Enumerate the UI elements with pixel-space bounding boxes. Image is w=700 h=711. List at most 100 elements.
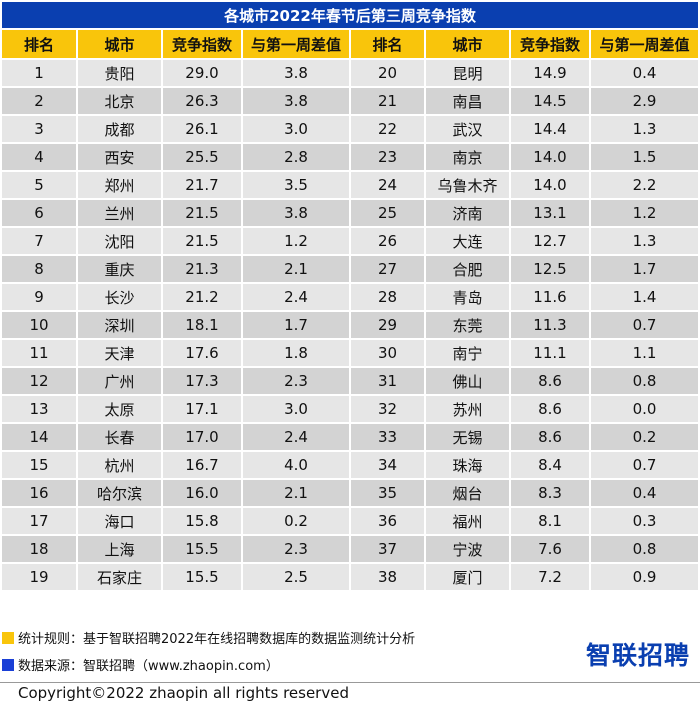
cell-diff-left: 3.5 (241, 170, 350, 199)
header-rank-left: 排名 (2, 30, 77, 59)
cell-city-right: 青岛 (424, 282, 510, 311)
cell-index-left: 15.5 (161, 562, 242, 590)
cell-city-left: 哈尔滨 (76, 478, 162, 507)
cell-rank-left: 13 (2, 394, 77, 423)
cell-city-right: 昆明 (424, 58, 510, 87)
cell-diff-left: 3.8 (241, 198, 350, 227)
stat-rule-note: 统计规则：基于智联招聘2022年在线招聘数据库的数据监测统计分析 (2, 628, 415, 647)
table-row: 10 深圳 18.1 1.7 29 东莞 11.3 0.7 (2, 310, 698, 339)
cell-index-left: 17.0 (161, 422, 242, 451)
header-diff-left: 与第一周差值 (241, 30, 350, 59)
cell-city-left: 天津 (76, 338, 162, 367)
cell-city-right: 厦门 (424, 562, 510, 590)
cell-index-right: 11.1 (509, 338, 590, 367)
cell-index-left: 26.1 (161, 114, 242, 143)
cell-diff-right: 0.7 (589, 310, 698, 339)
cell-rank-left: 1 (2, 58, 77, 87)
data-source-text: 数据来源：智联招聘（www.zhaopin.com） (18, 659, 279, 674)
cell-index-left: 26.3 (161, 86, 242, 115)
cell-index-left: 21.2 (161, 282, 242, 311)
cell-index-right: 11.6 (509, 282, 590, 311)
table-title: 各城市2022年春节后第三周竞争指数 (2, 2, 698, 28)
competition-index-table: 排名 城市 竞争指数 与第一周差值 排名 城市 竞争指数 与第一周差值 1 贵阳 2… (2, 30, 698, 590)
cell-rank-right: 30 (349, 338, 425, 367)
cell-index-right: 12.7 (509, 226, 590, 255)
cell-diff-right: 1.2 (589, 198, 698, 227)
cell-rank-left: 4 (2, 142, 77, 171)
cell-diff-right: 0.9 (589, 562, 698, 590)
cell-city-right: 珠海 (424, 450, 510, 479)
cell-diff-left: 3.8 (241, 58, 350, 87)
cell-diff-left: 2.1 (241, 478, 350, 507)
cell-index-left: 17.1 (161, 394, 242, 423)
header-row: 排名 城市 竞争指数 与第一周差值 排名 城市 竞争指数 与第一周差值 (2, 30, 698, 59)
cell-city-left: 西安 (76, 142, 162, 171)
cell-rank-left: 17 (2, 506, 77, 535)
cell-index-right: 8.6 (509, 366, 590, 395)
cell-city-left: 长春 (76, 422, 162, 451)
cell-rank-right: 37 (349, 534, 425, 563)
cell-city-left: 北京 (76, 86, 162, 115)
cell-city-right: 烟台 (424, 478, 510, 507)
table-row: 8 重庆 21.3 2.1 27 合肥 12.5 1.7 (2, 254, 698, 283)
header-diff-right: 与第一周差值 (589, 30, 698, 59)
cell-diff-right: 2.2 (589, 170, 698, 199)
cell-diff-right: 2.9 (589, 86, 698, 115)
table-row: 1 贵阳 29.0 3.8 20 昆明 14.9 0.4 (2, 58, 698, 87)
blue-square-icon (2, 658, 14, 671)
table-row: 16 哈尔滨 16.0 2.1 35 烟台 8.3 0.4 (2, 478, 698, 507)
cell-diff-left: 4.0 (241, 450, 350, 479)
cell-rank-left: 14 (2, 422, 77, 451)
cell-diff-right: 1.3 (589, 226, 698, 255)
header-index-right: 竞争指数 (509, 30, 590, 59)
cell-rank-right: 20 (349, 58, 425, 87)
cell-city-right: 宁波 (424, 534, 510, 563)
cell-index-left: 25.5 (161, 142, 242, 171)
cell-rank-right: 32 (349, 394, 425, 423)
cell-city-left: 贵阳 (76, 58, 162, 87)
cell-rank-right: 28 (349, 282, 425, 311)
cell-diff-left: 1.7 (241, 310, 350, 339)
table-row: 18 上海 15.5 2.3 37 宁波 7.6 0.8 (2, 534, 698, 563)
cell-rank-right: 34 (349, 450, 425, 479)
table-row: 14 长春 17.0 2.4 33 无锡 8.6 0.2 (2, 422, 698, 451)
cell-city-left: 上海 (76, 534, 162, 563)
cell-diff-left: 2.3 (241, 534, 350, 563)
cell-city-right: 南宁 (424, 338, 510, 367)
table-title-text: 各城市2022年春节后第三周竞争指数 (224, 6, 476, 25)
table-row: 17 海口 15.8 0.2 36 福州 8.1 0.3 (2, 506, 698, 535)
cell-diff-right: 0.2 (589, 422, 698, 451)
cell-city-left: 深圳 (76, 310, 162, 339)
table-body: 1 贵阳 29.0 3.8 20 昆明 14.9 0.4 2 北京 26.3 3.8 21 南昌 14.5 2… (2, 58, 698, 590)
cell-index-right: 8.6 (509, 394, 590, 423)
header-city-left: 城市 (76, 30, 162, 59)
cell-rank-right: 22 (349, 114, 425, 143)
table-row: 3 成都 26.1 3.0 22 武汉 14.4 1.3 (2, 114, 698, 143)
cell-rank-left: 3 (2, 114, 77, 143)
cell-diff-left: 2.4 (241, 282, 350, 311)
table-row: 2 北京 26.3 3.8 21 南昌 14.5 2.9 (2, 86, 698, 115)
cell-diff-right: 0.3 (589, 506, 698, 535)
cell-rank-right: 31 (349, 366, 425, 395)
cell-index-left: 16.7 (161, 450, 242, 479)
table-row: 4 西安 25.5 2.8 23 南京 14.0 1.5 (2, 142, 698, 171)
cell-diff-right: 0.4 (589, 58, 698, 87)
cell-diff-left: 0.2 (241, 506, 350, 535)
cell-diff-left: 2.5 (241, 562, 350, 590)
cell-diff-left: 1.2 (241, 226, 350, 255)
cell-index-right: 7.2 (509, 562, 590, 590)
divider (0, 682, 700, 683)
cell-rank-right: 21 (349, 86, 425, 115)
cell-index-right: 8.4 (509, 450, 590, 479)
cell-diff-left: 3.0 (241, 394, 350, 423)
cell-city-left: 长沙 (76, 282, 162, 311)
cell-diff-right: 1.5 (589, 142, 698, 171)
cell-rank-right: 33 (349, 422, 425, 451)
cell-rank-left: 12 (2, 366, 77, 395)
cell-diff-right: 1.4 (589, 282, 698, 311)
cell-index-right: 13.1 (509, 198, 590, 227)
cell-diff-left: 2.4 (241, 422, 350, 451)
header-city-right: 城市 (424, 30, 510, 59)
cell-index-left: 15.8 (161, 506, 242, 535)
cell-diff-left: 3.8 (241, 86, 350, 115)
